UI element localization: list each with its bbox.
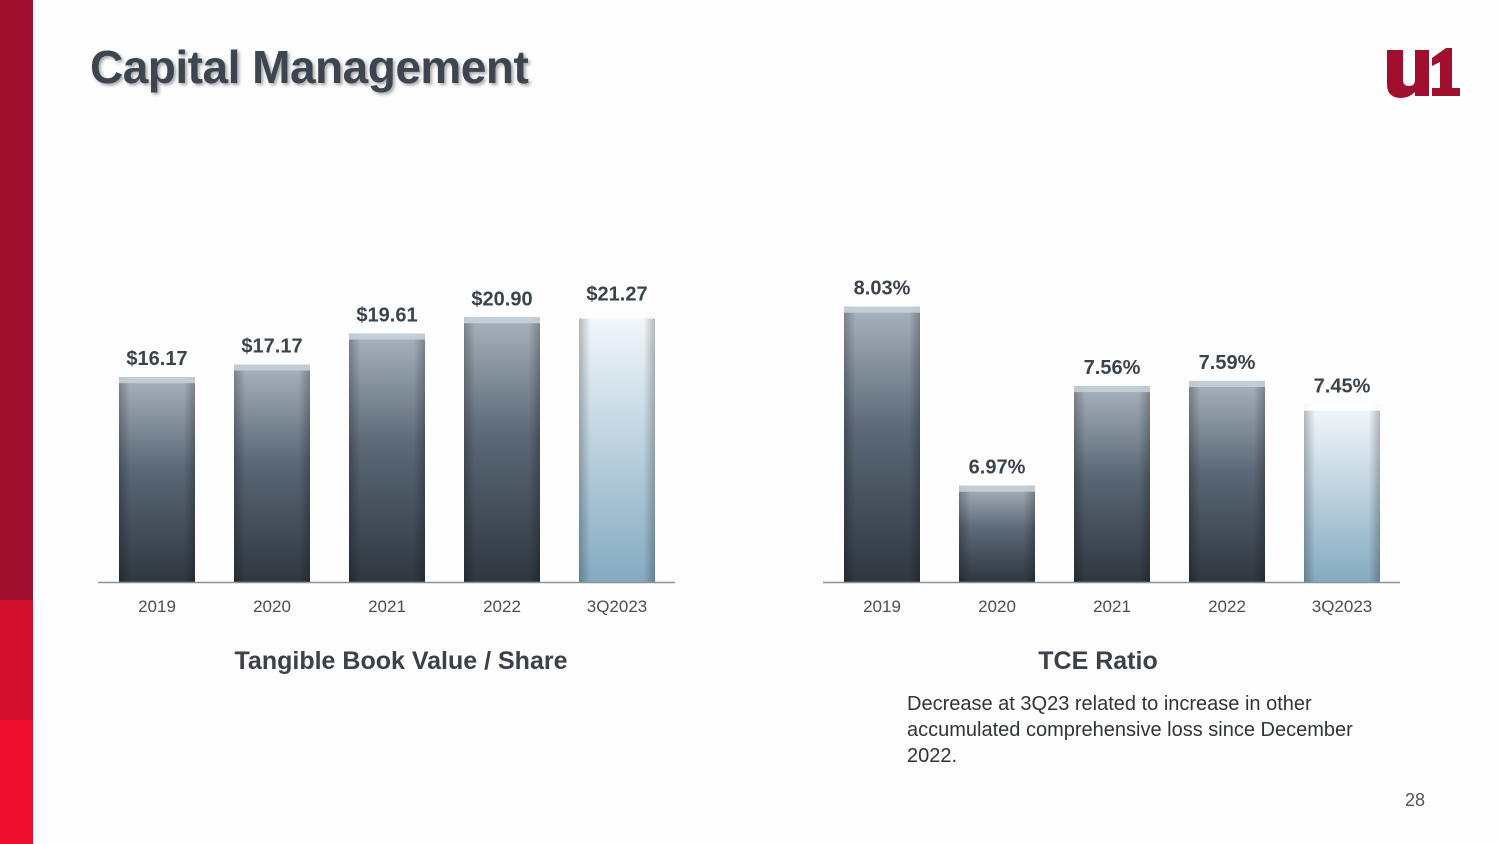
bar: [1304, 404, 1380, 582]
bar-shading: [349, 333, 425, 582]
data-label: 7.45%: [1314, 376, 1371, 398]
tce-ratio-chart: 8.03% 2019 6.97% 2020 7.56% 2021 7.59% 2022 7.45…: [815, 230, 1415, 630]
tce-note: Decrease at 3Q23 related to increase in …: [907, 693, 1353, 767]
bar: [234, 364, 310, 582]
x-tick-label: 2022: [1208, 597, 1246, 616]
data-label: 7.56%: [1084, 357, 1141, 379]
side-accent-segment: [0, 720, 33, 844]
chart-caption-tangible-book-value: Tangible Book Value / Share: [234, 647, 568, 675]
tce-ratio-chart-svg: 8.03% 2019 6.97% 2020 7.56% 2021 7.59% 2022 7.45…: [823, 278, 1400, 616]
data-label: $20.90: [471, 288, 532, 310]
bar: [959, 485, 1035, 582]
bar-shading: [1304, 404, 1380, 582]
side-accent-bar: [0, 0, 33, 844]
side-accent-segment: [0, 0, 33, 600]
x-tick-label: 2021: [1093, 597, 1131, 616]
data-label: $19.61: [356, 305, 417, 327]
bar-shading: [1189, 381, 1265, 582]
tangible-book-value-chart: $16.17 2019 $17.17 2020 $19.61 2021 $20.90 2022…: [90, 230, 690, 630]
page-title: Capital Management: [90, 41, 529, 93]
bar-shading: [234, 364, 310, 582]
x-tick-label: 3Q2023: [587, 597, 648, 616]
bar: [579, 312, 655, 582]
company-logo: [1387, 48, 1460, 98]
x-tick-label: 2022: [483, 597, 521, 616]
bar: [1074, 386, 1150, 582]
x-tick-label: 2020: [978, 597, 1016, 616]
bar-cap: [1304, 404, 1380, 411]
bar-cap: [1189, 381, 1265, 388]
bar: [119, 377, 195, 582]
bar-cap: [349, 333, 425, 340]
bar-shading: [119, 377, 195, 582]
bar-cap: [234, 364, 310, 371]
data-label: 6.97%: [969, 457, 1026, 479]
bar-cap: [579, 312, 655, 319]
bar-shading: [579, 312, 655, 582]
bar: [464, 317, 540, 582]
bar-cap: [844, 306, 920, 313]
data-label: $21.27: [586, 284, 647, 306]
x-tick-label: 2019: [138, 597, 176, 616]
bar-shading: [464, 317, 540, 582]
x-tick-label: 2019: [863, 597, 901, 616]
data-label: 7.59%: [1199, 352, 1256, 374]
bar-cap: [119, 377, 195, 384]
data-label: $16.17: [126, 348, 187, 370]
bar-cap: [464, 317, 540, 324]
side-accent-segment: [0, 600, 33, 720]
x-tick-label: 2020: [253, 597, 291, 616]
x-tick-label: 2021: [368, 597, 406, 616]
bar: [844, 306, 920, 582]
page-number: 28: [1405, 790, 1426, 810]
bar-cap: [959, 485, 1035, 492]
data-label: $17.17: [241, 336, 302, 358]
tangible-book-value-chart-svg: $16.17 2019 $17.17 2020 $19.61 2021 $20.90 2022…: [98, 284, 675, 616]
bar-shading: [959, 485, 1035, 582]
bar-cap: [1074, 386, 1150, 393]
bar-shading: [1074, 386, 1150, 582]
chart-caption-tce-ratio: TCE Ratio: [1038, 647, 1158, 675]
bar-shading: [844, 306, 920, 582]
data-label: 8.03%: [854, 278, 911, 300]
x-tick-label: 3Q2023: [1312, 597, 1373, 616]
bar: [1189, 381, 1265, 582]
bar: [349, 333, 425, 582]
